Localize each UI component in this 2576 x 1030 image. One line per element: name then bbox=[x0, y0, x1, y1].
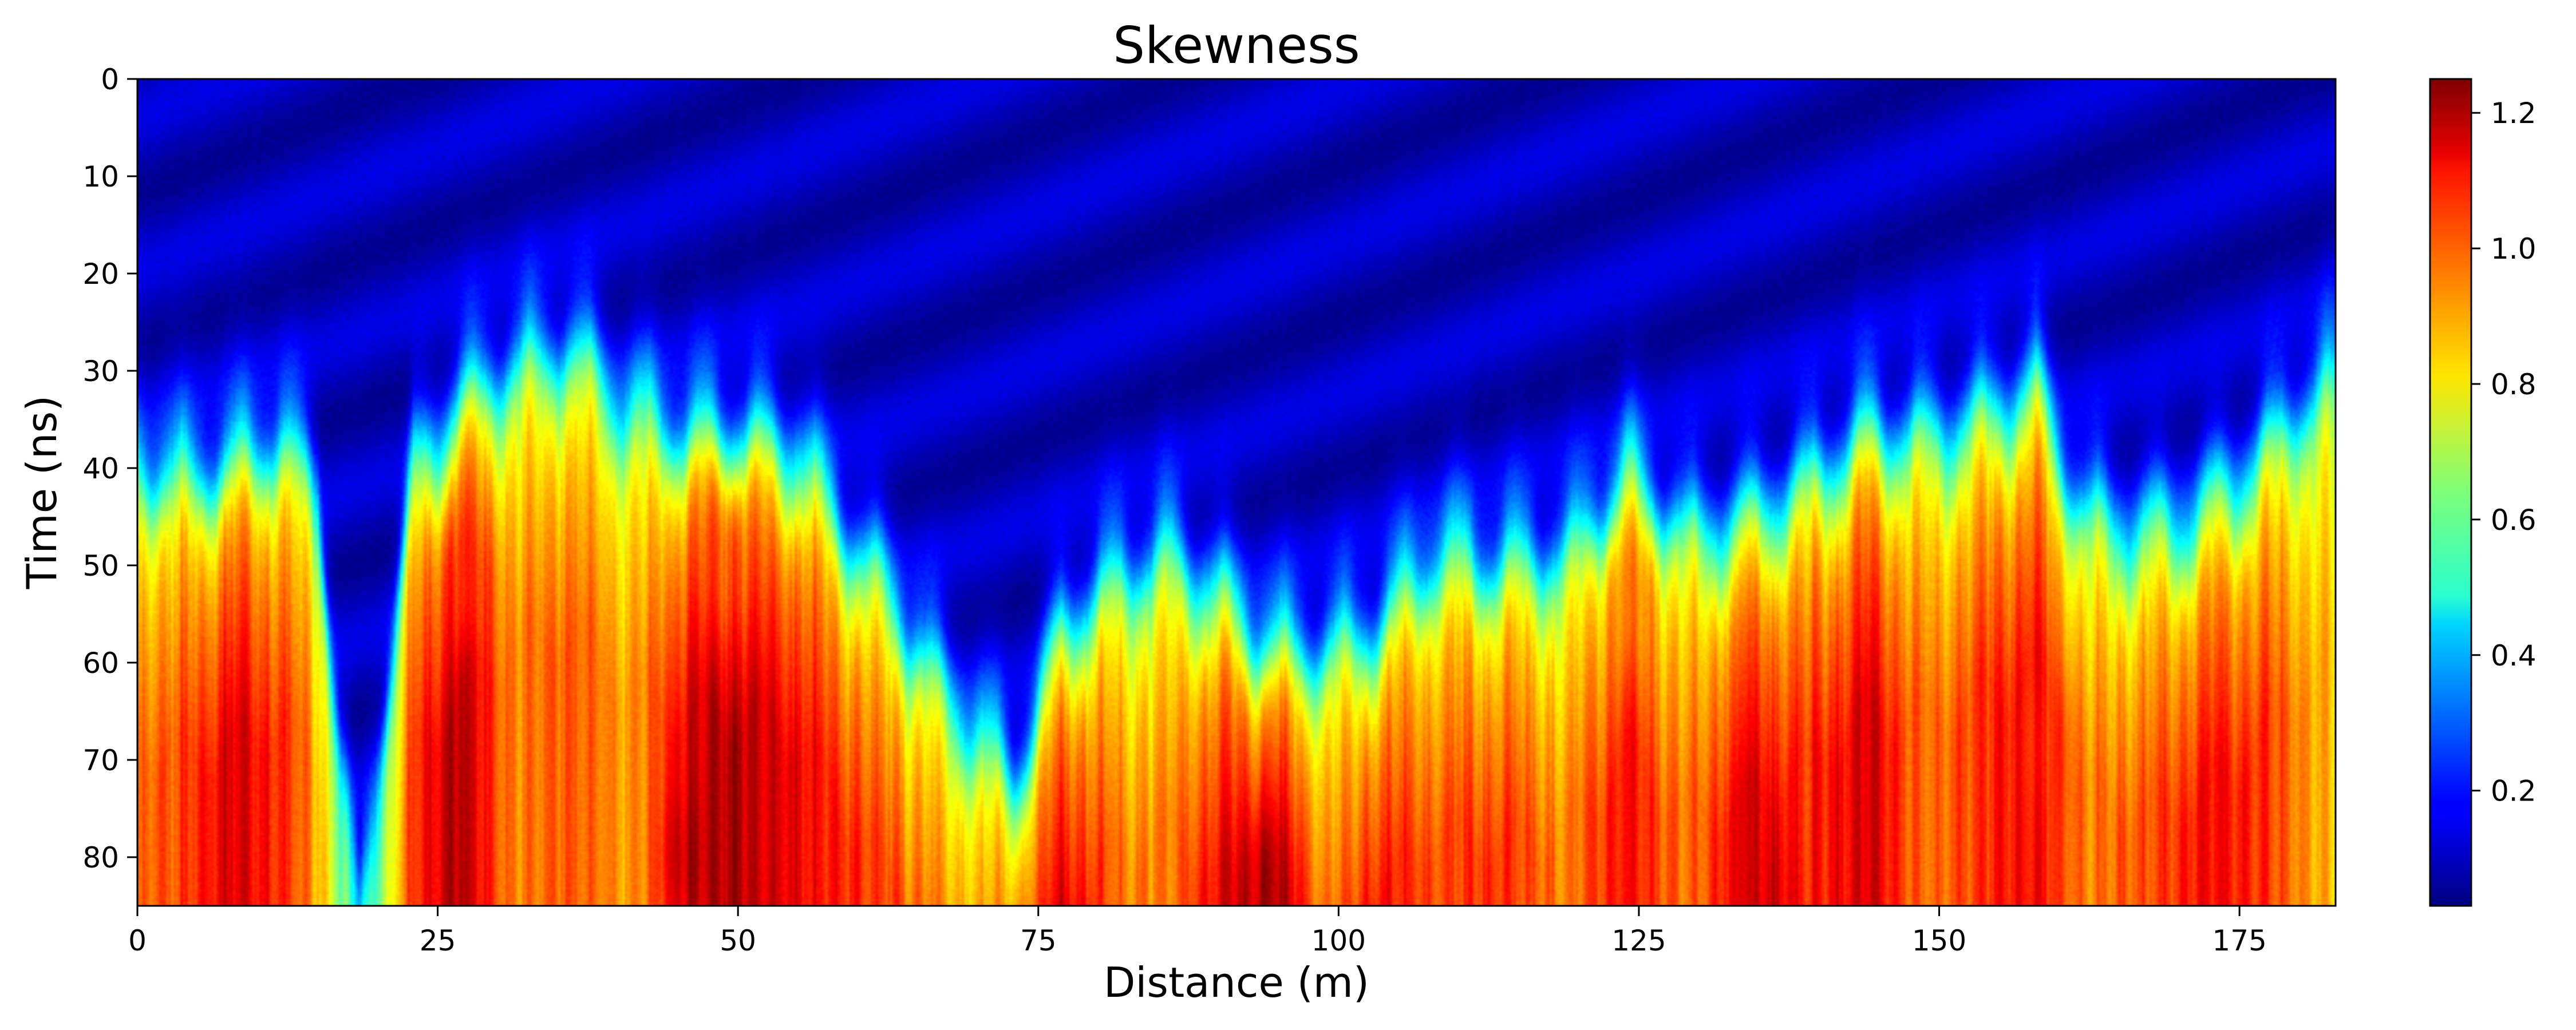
plot-frame bbox=[136, 78, 2337, 907]
y-tick-label: 10 bbox=[82, 160, 119, 193]
y-tick-label: 80 bbox=[82, 841, 119, 874]
colorbar-ticks: 0.2 0.4 0.6 0.8 1.0 1.2 bbox=[2471, 97, 2537, 808]
y-tick-label: 50 bbox=[82, 549, 119, 583]
colorbar: 0.2 0.4 0.6 0.8 1.0 1.2 bbox=[2429, 78, 2537, 907]
y-tick-label: 30 bbox=[82, 355, 119, 388]
x-tick-label: 50 bbox=[720, 924, 756, 957]
x-tick-label: 0 bbox=[128, 924, 147, 957]
heatmap-plot-area bbox=[136, 78, 2337, 907]
y-tick-label: 70 bbox=[82, 744, 119, 777]
x-tick-label: 150 bbox=[1912, 924, 1966, 957]
x-axis-label: Distance (m) bbox=[1104, 958, 1369, 1007]
y-tick-label: 0 bbox=[101, 63, 119, 96]
colorbar-tick-label: 1.2 bbox=[2491, 97, 2537, 130]
x-tick-label: 75 bbox=[1020, 924, 1057, 957]
x-tick-label: 100 bbox=[1311, 924, 1366, 957]
colorbar-gradient bbox=[2429, 78, 2472, 907]
x-tick-label: 175 bbox=[2212, 924, 2266, 957]
colorbar-tick-label: 0.6 bbox=[2491, 504, 2537, 537]
colorbar-tick-label: 0.2 bbox=[2491, 775, 2537, 808]
y-tick-label: 60 bbox=[82, 647, 119, 680]
x-tick-label: 125 bbox=[1611, 924, 1666, 957]
colorbar-tick-label: 0.4 bbox=[2491, 639, 2537, 672]
y-axis-label: Time (ns) bbox=[18, 395, 66, 589]
chart-title: Skewness bbox=[1113, 16, 1360, 75]
y-tick-label: 20 bbox=[82, 258, 119, 291]
y-axis-ticks: 0 10 20 30 40 50 60 70 80 bbox=[82, 63, 137, 874]
x-tick-label: 25 bbox=[420, 924, 456, 957]
y-tick-label: 40 bbox=[82, 452, 119, 485]
heatmap-image bbox=[137, 79, 2336, 906]
x-axis-ticks: 0 25 50 75 100 125 150 175 bbox=[128, 906, 2267, 957]
colorbar-tick-label: 0.8 bbox=[2491, 368, 2537, 401]
colorbar-tick-label: 1.0 bbox=[2491, 232, 2537, 266]
